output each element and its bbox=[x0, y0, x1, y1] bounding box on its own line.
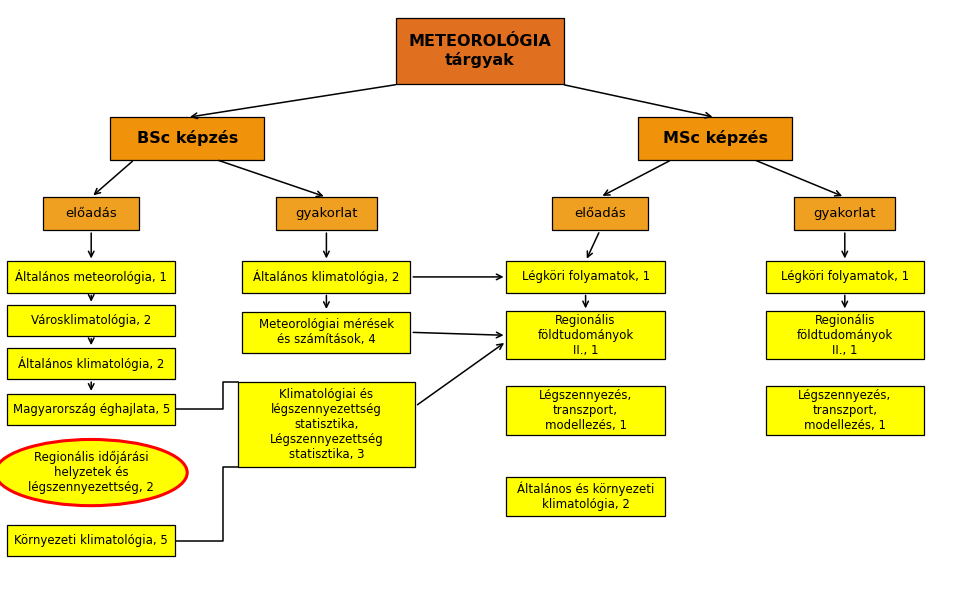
FancyBboxPatch shape bbox=[507, 261, 664, 293]
FancyBboxPatch shape bbox=[110, 117, 264, 160]
Text: Általános és környezeti
klimatológia, 2: Általános és környezeti klimatológia, 2 bbox=[516, 482, 655, 512]
FancyBboxPatch shape bbox=[795, 197, 895, 230]
Text: Környezeti klimatológia, 5: Környezeti klimatológia, 5 bbox=[14, 534, 168, 547]
Text: Légköri folyamatok, 1: Légköri folyamatok, 1 bbox=[780, 270, 909, 284]
Text: Magyarország éghajlata, 5: Magyarország éghajlata, 5 bbox=[12, 403, 170, 416]
Ellipse shape bbox=[0, 439, 187, 506]
FancyBboxPatch shape bbox=[8, 305, 175, 336]
FancyBboxPatch shape bbox=[8, 525, 175, 556]
FancyBboxPatch shape bbox=[243, 261, 411, 293]
Text: Regionális
földtudományok
II., 1: Regionális földtudományok II., 1 bbox=[538, 314, 634, 357]
Text: BSc képzés: BSc képzés bbox=[136, 131, 238, 146]
FancyBboxPatch shape bbox=[43, 197, 139, 230]
Text: előadás: előadás bbox=[65, 207, 117, 220]
FancyBboxPatch shape bbox=[766, 386, 924, 435]
FancyBboxPatch shape bbox=[507, 311, 664, 359]
FancyBboxPatch shape bbox=[396, 18, 564, 84]
Text: Általános klimatológia, 2: Általános klimatológia, 2 bbox=[18, 356, 164, 371]
FancyBboxPatch shape bbox=[8, 261, 175, 293]
FancyBboxPatch shape bbox=[276, 197, 376, 230]
Text: Regionális
földtudományok
II., 1: Regionális földtudományok II., 1 bbox=[797, 314, 893, 357]
Text: Regionális időjárási
helyzetek és
légszennyezettség, 2: Regionális időjárási helyzetek és légsze… bbox=[28, 451, 155, 494]
FancyBboxPatch shape bbox=[238, 382, 415, 467]
FancyBboxPatch shape bbox=[766, 311, 924, 359]
Text: Meteorológiai mérések
és számítások, 4: Meteorológiai mérések és számítások, 4 bbox=[259, 318, 394, 346]
FancyBboxPatch shape bbox=[507, 386, 664, 435]
Text: Légköri folyamatok, 1: Légköri folyamatok, 1 bbox=[521, 270, 650, 284]
Text: Városklimatológia, 2: Városklimatológia, 2 bbox=[31, 314, 152, 327]
FancyBboxPatch shape bbox=[507, 477, 664, 517]
Text: Klimatológiai és
légszennyezettség
statisztika,
Légszennyezettség
statisztika, 3: Klimatológiai és légszennyezettség stati… bbox=[270, 388, 383, 461]
FancyBboxPatch shape bbox=[766, 261, 924, 293]
FancyBboxPatch shape bbox=[638, 117, 792, 160]
FancyBboxPatch shape bbox=[552, 197, 648, 230]
Text: Légszennyezés,
transzport,
modellezés, 1: Légszennyezés, transzport, modellezés, 1 bbox=[798, 389, 892, 432]
Text: gyakorlat: gyakorlat bbox=[813, 207, 876, 220]
Text: gyakorlat: gyakorlat bbox=[295, 207, 358, 220]
FancyBboxPatch shape bbox=[8, 348, 175, 379]
Text: Általános meteorológia, 1: Általános meteorológia, 1 bbox=[15, 270, 167, 284]
FancyBboxPatch shape bbox=[8, 394, 175, 425]
Text: előadás: előadás bbox=[574, 207, 626, 220]
FancyBboxPatch shape bbox=[243, 312, 411, 353]
Text: Általános klimatológia, 2: Általános klimatológia, 2 bbox=[253, 270, 399, 284]
Text: METEOROLÓGIA
tárgyak: METEOROLÓGIA tárgyak bbox=[409, 34, 551, 68]
Text: Légszennyezés,
transzport,
modellezés, 1: Légszennyezés, transzport, modellezés, 1 bbox=[539, 389, 633, 432]
Text: MSc képzés: MSc képzés bbox=[662, 131, 768, 146]
